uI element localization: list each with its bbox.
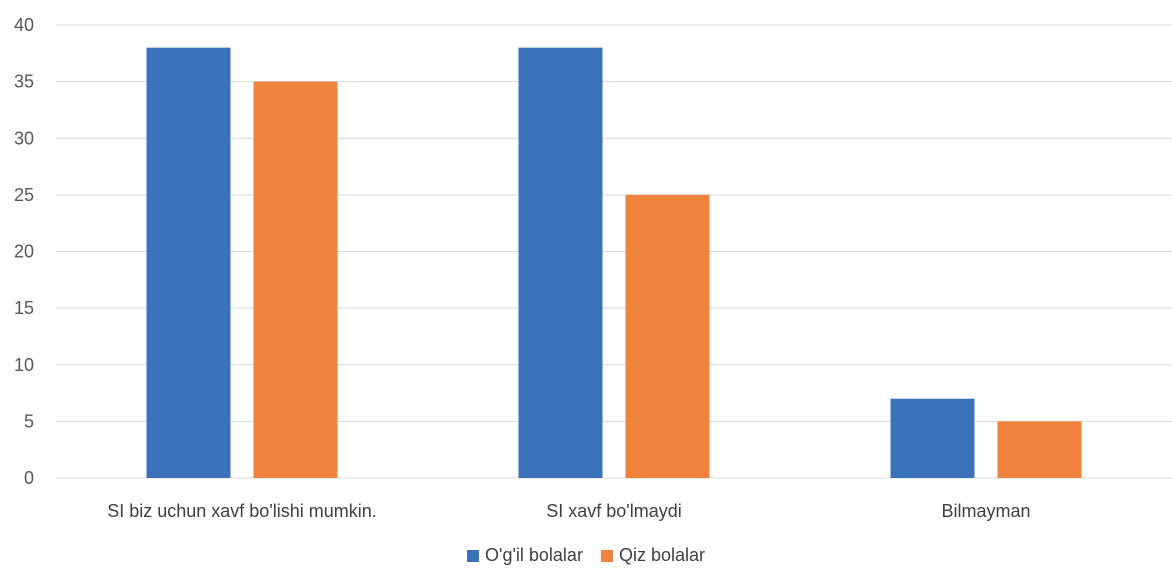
bar xyxy=(518,47,603,479)
y-tick-label: 0 xyxy=(24,468,34,488)
y-tick-label: 30 xyxy=(14,128,34,148)
legend-label: O'g'il bolalar xyxy=(485,545,583,565)
bar xyxy=(890,398,975,478)
y-axis-tick-labels: 0 5 10 15 20 25 30 35 40 xyxy=(14,15,34,488)
x-category-label: SI xavf bo'lmaydi xyxy=(546,501,682,521)
gridlines xyxy=(56,24,1172,479)
y-tick-label: 15 xyxy=(14,298,34,318)
y-tick-label: 10 xyxy=(14,355,34,375)
legend-label: Qiz bolalar xyxy=(619,545,705,565)
legend: O'g'il bolalar Qiz bolalar xyxy=(467,545,705,565)
legend-swatch xyxy=(600,550,613,562)
bars xyxy=(146,47,1082,479)
y-tick-label: 5 xyxy=(24,411,34,431)
y-tick-label: 35 xyxy=(14,72,34,92)
y-tick-label: 20 xyxy=(14,242,34,262)
legend-swatch xyxy=(467,550,480,562)
bar xyxy=(625,194,710,478)
bar xyxy=(997,421,1082,478)
x-category-label: SI biz uchun xavf bo'lishi mumkin. xyxy=(107,501,377,521)
y-tick-label: 40 xyxy=(14,15,34,35)
x-axis-category-labels: SI biz uchun xavf bo'lishi mumkin. SI xav… xyxy=(107,501,1030,521)
bar xyxy=(253,81,338,478)
y-tick-label: 25 xyxy=(14,185,34,205)
x-category-label: Bilmayman xyxy=(941,501,1030,521)
bar xyxy=(146,47,231,479)
